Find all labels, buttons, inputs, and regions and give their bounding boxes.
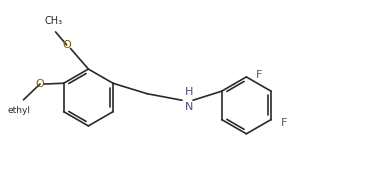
Text: F: F: [281, 118, 287, 128]
Text: CH₃: CH₃: [44, 16, 63, 26]
Text: O: O: [62, 40, 71, 50]
Text: N: N: [185, 102, 193, 112]
Text: ethyl: ethyl: [7, 106, 30, 115]
Text: H: H: [185, 87, 193, 97]
Text: F: F: [256, 70, 262, 80]
Text: O: O: [35, 79, 44, 89]
